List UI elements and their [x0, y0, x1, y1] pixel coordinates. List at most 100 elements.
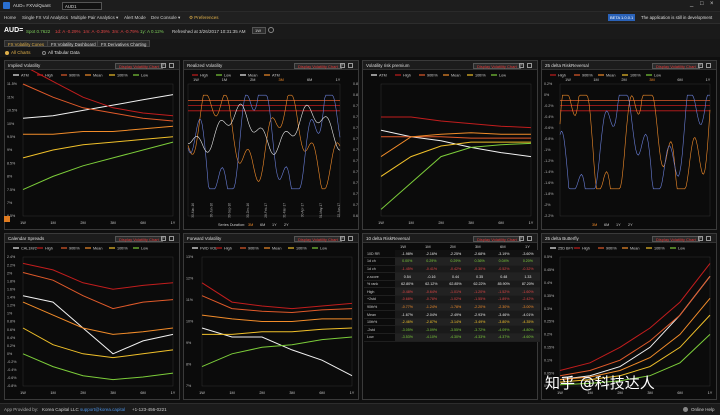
maximize-panel-icon[interactable]: [527, 63, 532, 68]
subtab-all-charts[interactable]: All Charts: [11, 50, 31, 55]
all-tabular-radio-icon[interactable]: [42, 50, 46, 55]
y-tick-label: 6.5%: [7, 214, 16, 218]
x-tick-label[interactable]: 1Y: [336, 78, 341, 82]
maximize-panel-icon[interactable]: [169, 63, 174, 68]
menu-home[interactable]: Home: [4, 15, 17, 20]
spot-value: Spot 0.7622: [26, 29, 51, 34]
table-row: -2std -3.05% -3.09% -3.55% -3.72% -4.09% -4.80…: [364, 325, 540, 335]
settings-icon[interactable]: ≡: [698, 63, 703, 68]
minimize-button[interactable]: _: [690, 1, 694, 7]
x-tick-label[interactable]: 2M: [250, 78, 255, 82]
tenor-dropdown[interactable]: 1W: [252, 27, 266, 34]
x-tick-label[interactable]: 1Y: [706, 78, 711, 82]
x-tick-label[interactable]: 1W: [565, 78, 571, 82]
y-tick-label: -2%: [544, 203, 551, 207]
all-charts-radio-icon[interactable]: [5, 50, 9, 55]
table-cell: -2.16%: [419, 250, 444, 259]
table-cell: -3.55%: [443, 325, 468, 335]
table-cell: -4.01%: [515, 310, 540, 319]
maximize-panel-icon[interactable]: [348, 236, 353, 241]
date-tick-label: 31-May-17: [319, 203, 323, 218]
display-volatility-chart-button[interactable]: Display Volatility Chart: [294, 235, 342, 242]
footer-email-link[interactable]: support@korea.capital: [80, 407, 126, 412]
display-volatility-chart-button[interactable]: Display Volatility Chart: [115, 235, 163, 242]
settings-icon[interactable]: ≡: [340, 236, 345, 241]
settings-icon[interactable]: ≡: [340, 63, 345, 68]
maximize-button[interactable]: □: [700, 1, 704, 7]
x-tick-label[interactable]: 6M: [677, 78, 682, 82]
y-tick-label: 2.2%: [7, 263, 16, 267]
y-tick-label: 8.5%: [7, 161, 16, 165]
table-cell: -3.49%: [467, 318, 492, 327]
refresh-icon[interactable]: [268, 27, 274, 33]
x-tick-label[interactable]: 3M: [649, 78, 654, 82]
x-tick-label[interactable]: 2M: [621, 78, 626, 82]
settings-icon[interactable]: ≡: [519, 236, 524, 241]
subtab-all-tabular[interactable]: All Tabular Data: [48, 50, 80, 55]
series-line-10th: [22, 136, 174, 159]
x-tick-label[interactable]: 1M: [222, 78, 227, 82]
x-tick-label: 1W: [378, 221, 384, 225]
maximize-panel-icon[interactable]: [706, 63, 711, 68]
y-tick-label: 0.8%: [7, 320, 16, 324]
x-tick-label[interactable]: 6M: [307, 78, 312, 82]
display-volatility-chart-button[interactable]: Display Volatility Chart: [473, 62, 521, 69]
maximize-panel-icon[interactable]: [527, 236, 532, 241]
settings-icon[interactable]: ≡: [698, 236, 703, 241]
menu-multiple-pair[interactable]: Multiple Pair Analytics ▾: [71, 15, 119, 20]
tab-volatility-dashboard[interactable]: FX Volatility Dashboard: [47, 40, 100, 47]
table-cell: -4.33%: [467, 333, 492, 342]
y-tick-label: 0.4%: [7, 336, 16, 340]
watermark: 知乎 @科技达人: [545, 374, 655, 392]
display-volatility-chart-button[interactable]: Display Volatility Chart: [115, 62, 163, 69]
menu-alert-mode[interactable]: Alert Mode: [124, 15, 146, 20]
x-tick-label[interactable]: 1W: [193, 78, 199, 82]
y-tick-label: 0.810: [353, 82, 358, 86]
duration-option[interactable]: 1Y: [616, 223, 621, 227]
panel-header: Forward Volatility Display Volatility Cha…: [184, 234, 358, 243]
x-tick-label: 6M: [319, 391, 324, 395]
tab-volatility-cones[interactable]: FX Volatility Cones: [4, 40, 49, 47]
sub-tabs: All Charts All Tabular Data: [0, 48, 720, 57]
display-volatility-chart-button[interactable]: Display Volatility Chart: [652, 62, 700, 69]
y-tick-label: 1.8%: [7, 279, 16, 283]
duration-option[interactable]: 2Y: [284, 223, 289, 227]
footer-help-link[interactable]: Online Help: [691, 407, 715, 412]
duration-option[interactable]: 6M: [260, 223, 265, 227]
collapse-panel-toggle[interactable]: [4, 216, 10, 222]
help-icon[interactable]: [683, 407, 688, 412]
ric-search-input[interactable]: [62, 2, 102, 10]
tab-derivatives-charting[interactable]: FX Derivatives Charting: [97, 40, 151, 47]
duration-option[interactable]: 3M: [592, 223, 597, 227]
display-volatility-chart-button[interactable]: Display Volatility Chart: [473, 235, 521, 242]
menu-single-fx[interactable]: Single FX Vol Analytics: [22, 15, 69, 20]
menu-preferences[interactable]: ⚙ Preferences: [189, 15, 219, 20]
x-tick-label: 3M: [289, 391, 294, 395]
series-line-90th: [559, 275, 711, 377]
display-volatility-chart-button[interactable]: Display Volatility Chart: [294, 62, 342, 69]
settings-icon[interactable]: ≡: [519, 63, 524, 68]
close-button[interactable]: ×: [710, 1, 714, 7]
x-tick-label[interactable]: 3M: [279, 78, 284, 82]
display-volatility-chart-button[interactable]: Display Volatility Chart: [652, 235, 700, 242]
x-tick-label[interactable]: 1M: [593, 78, 598, 82]
y-tick-label: 0%: [544, 384, 550, 388]
duration-option[interactable]: 2Y: [628, 223, 633, 227]
duration-option[interactable]: 1Y: [272, 223, 277, 227]
maximize-panel-icon[interactable]: [706, 236, 711, 241]
y-tick-label: 7%: [186, 384, 192, 388]
duration-option[interactable]: 6M: [604, 223, 609, 227]
panel-header: Realized Volatility Display Volatility Ch…: [184, 61, 358, 70]
settings-icon[interactable]: ≡: [161, 236, 166, 241]
menu-dev-console[interactable]: Dev Console ▾: [151, 15, 181, 20]
maximize-panel-icon[interactable]: [169, 236, 174, 241]
maximize-panel-icon[interactable]: [348, 63, 353, 68]
table-row: 10D RR -1.98% -2.16% -2.25% -2.68% -3.19% -3.6…: [364, 250, 540, 259]
y-tick-label: 1%: [7, 312, 13, 316]
duration-option[interactable]: 3M: [248, 223, 253, 227]
panel-header: 25 delta Butterfly Display Volatility Cha…: [542, 234, 716, 243]
settings-icon[interactable]: ≡: [161, 63, 166, 68]
y-tick-label: -0.4%: [7, 368, 17, 372]
y-tick-label: 0.6%: [7, 328, 16, 332]
legend-label: 90th%: [248, 247, 259, 251]
